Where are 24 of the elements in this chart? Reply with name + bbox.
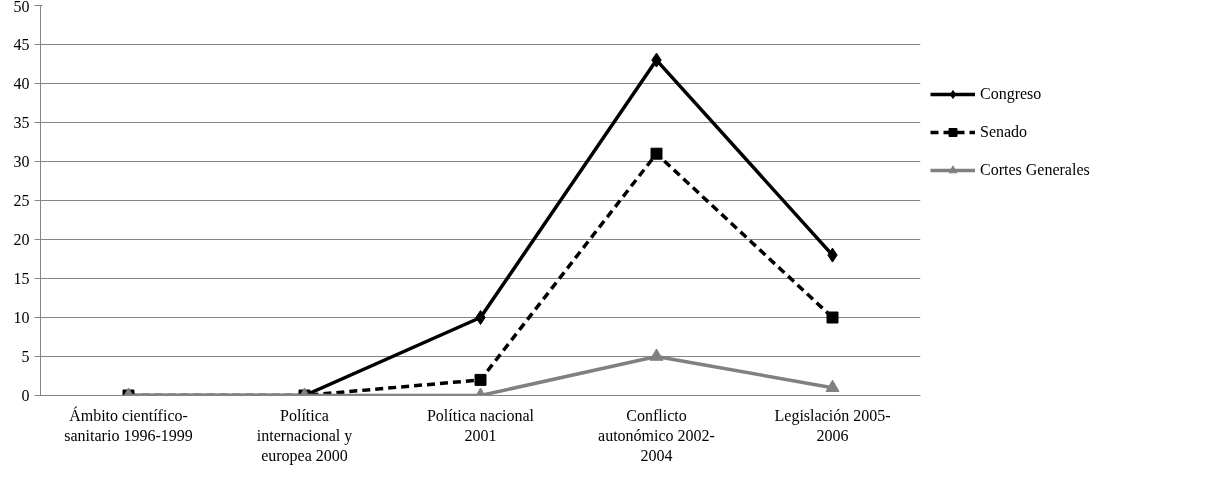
x-tick-label: Política nacional 2001	[426, 406, 535, 444]
point	[826, 311, 839, 324]
legend-label: Congreso	[980, 85, 1042, 103]
x-tick-label: Conflicto autonómico 2002- 2004	[598, 406, 715, 465]
y-tick-label: 50	[13, 0, 30, 15]
y-tick-label: 15	[13, 270, 30, 287]
x-tick-label: Ámbito científico- sanitario 1996-1999	[64, 405, 193, 444]
point	[825, 379, 840, 392]
y-tick-label: 35	[13, 114, 30, 131]
y-tick-label: 45	[13, 36, 30, 53]
legend-label: Cortes Generales	[980, 161, 1090, 179]
point	[650, 147, 663, 160]
y-tick-label: 0	[21, 387, 30, 404]
y-tick-label: 20	[13, 231, 30, 248]
legend-label: Senado	[980, 123, 1028, 141]
y-tick-label: 10	[13, 309, 30, 326]
point	[649, 348, 664, 361]
y-tick-label: 25	[13, 192, 30, 209]
x-tick-label: Política internacional y europea 2000	[256, 406, 353, 466]
x-tick-label: Legislación 2005- 2006	[774, 406, 891, 444]
y-tick-label: 40	[13, 75, 30, 92]
y-tick-label: 5	[21, 348, 30, 365]
y-tick-label: 30	[13, 153, 30, 170]
point	[475, 310, 486, 325]
